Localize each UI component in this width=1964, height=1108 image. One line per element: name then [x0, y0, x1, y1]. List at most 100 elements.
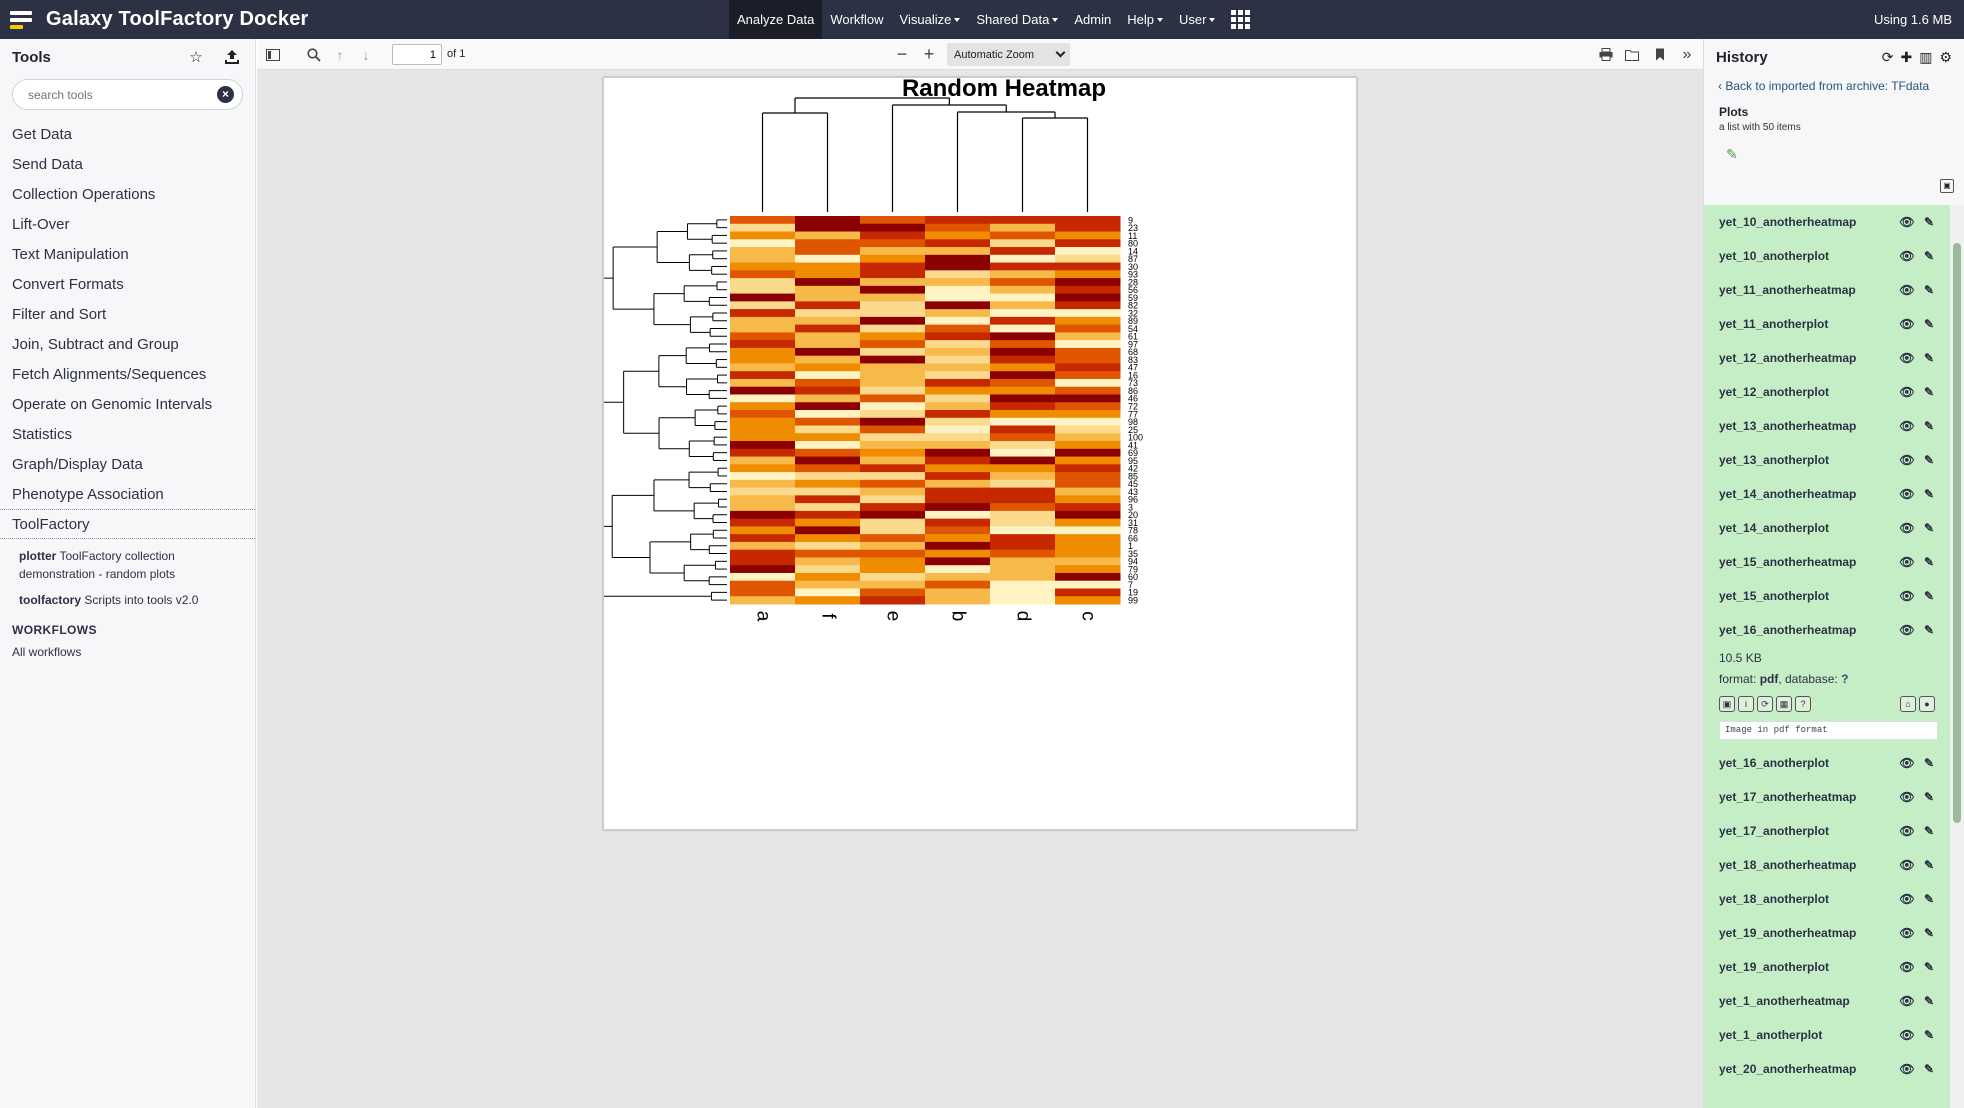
history-dataset-item[interactable]: yet_14_anotherheatmap 👁 ✎ — [1704, 477, 1950, 511]
previous-page-arrow-icon[interactable]: ↑ — [336, 46, 344, 63]
history-dataset-item[interactable]: yet_18_anotherheatmap 👁 ✎ — [1704, 848, 1950, 882]
section-send-data[interactable]: Send Data — [12, 155, 83, 173]
next-page-arrow-icon[interactable]: ↓ — [362, 46, 370, 63]
annotation-comment-icon[interactable]: ● — [1919, 696, 1935, 712]
edit-pencil-icon[interactable]: ✎ — [1923, 521, 1935, 535]
edit-pencil-icon[interactable]: ✎ — [1923, 1028, 1935, 1042]
history-dataset-item[interactable]: yet_19_anotherplot 👁 ✎ — [1704, 950, 1950, 984]
tool-search-input[interactable] — [28, 87, 217, 102]
history-dataset-item[interactable]: yet_17_anotherplot 👁 ✎ — [1704, 814, 1950, 848]
history-dataset-item[interactable]: yet_16_anotherplot 👁 ✎ — [1704, 746, 1950, 780]
history-dataset-item[interactable]: yet_1_anotherplot 👁 ✎ — [1704, 1018, 1950, 1052]
zoom-out-icon[interactable]: − — [896, 44, 908, 64]
history-dataset-item[interactable]: yet_19_anotherheatmap 👁 ✎ — [1704, 916, 1950, 950]
refresh-icon[interactable]: ⟳ — [1881, 48, 1894, 65]
edit-pencil-icon[interactable]: ✎ — [1923, 419, 1935, 433]
nav-help[interactable]: Help — [1119, 0, 1171, 39]
clear-search-icon[interactable]: × — [217, 86, 234, 103]
section-join-subtract-group[interactable]: Join, Subtract and Group — [12, 335, 179, 353]
section-text-manipulation[interactable]: Text Manipulation — [12, 245, 129, 263]
brand[interactable]: Galaxy ToolFactory Docker — [10, 0, 309, 39]
edit-pencil-icon[interactable]: ✎ — [1923, 960, 1935, 974]
view-eye-icon[interactable]: 👁 — [1899, 589, 1915, 603]
history-dataset-item[interactable]: yet_11_anotherheatmap 👁 ✎ — [1704, 273, 1950, 307]
section-toolfactory[interactable]: ToolFactory — [0, 509, 255, 539]
find-search-icon[interactable] — [302, 39, 326, 70]
history-scrollbar[interactable] — [1950, 205, 1964, 1108]
sidebar-toggle-icon[interactable] — [261, 39, 285, 70]
edit-pencil-icon[interactable]: ✎ — [1923, 926, 1935, 940]
edit-tags-icon[interactable]: ✎ — [1726, 146, 1738, 162]
edit-pencil-icon[interactable]: ✎ — [1923, 892, 1935, 906]
edit-pencil-icon[interactable]: ✎ — [1923, 351, 1935, 365]
page-number-input[interactable] — [392, 44, 442, 65]
section-get-data[interactable]: Get Data — [12, 125, 73, 143]
view-eye-icon[interactable]: 👁 — [1899, 1062, 1915, 1076]
view-eye-icon[interactable]: 👁 — [1899, 317, 1915, 331]
edit-pencil-icon[interactable]: ✎ — [1923, 824, 1935, 838]
section-statistics[interactable]: Statistics — [12, 425, 73, 443]
edit-pencil-icon[interactable]: ✎ — [1923, 385, 1935, 399]
edit-pencil-icon[interactable]: ✎ — [1923, 756, 1935, 770]
history-dataset-item[interactable]: yet_17_anotherheatmap 👁 ✎ — [1704, 780, 1950, 814]
history-dataset-item[interactable]: yet_10_anotherplot 👁 ✎ — [1704, 239, 1950, 273]
edit-pencil-icon[interactable]: ✎ — [1923, 1062, 1935, 1076]
history-dataset-item[interactable]: yet_14_anotherplot 👁 ✎ — [1704, 511, 1950, 545]
favorites-star-icon[interactable]: ☆ — [189, 49, 203, 66]
section-fetch-alignments[interactable]: Fetch Alignments/Sequences — [12, 365, 207, 383]
print-icon[interactable] — [1594, 39, 1618, 70]
nav-admin[interactable]: Admin — [1074, 12, 1112, 27]
edit-pencil-icon[interactable]: ✎ — [1923, 249, 1935, 263]
nav-apps[interactable] — [1223, 0, 1259, 39]
tags-icon[interactable]: ⌂ — [1900, 696, 1916, 712]
history-dataset-item[interactable]: yet_16_anotherheatmap 👁 ✎ — [1704, 613, 1950, 647]
history-dataset-item[interactable]: yet_12_anotherplot 👁 ✎ — [1704, 375, 1950, 409]
info-icon[interactable]: i — [1738, 696, 1754, 712]
download-collection-icon[interactable]: ▣ — [1940, 179, 1954, 193]
view-eye-icon[interactable]: 👁 — [1899, 385, 1915, 399]
history-dataset-item[interactable]: yet_12_anotherheatmap 👁 ✎ — [1704, 341, 1950, 375]
section-collection-operations[interactable]: Collection Operations — [12, 185, 156, 203]
section-genomic-intervals[interactable]: Operate on Genomic Intervals — [12, 395, 213, 413]
edit-pencil-icon[interactable]: ✎ — [1923, 790, 1935, 804]
view-eye-icon[interactable]: 👁 — [1899, 283, 1915, 297]
view-eye-icon[interactable]: 👁 — [1899, 858, 1915, 872]
view-eye-icon[interactable]: 👁 — [1899, 994, 1915, 1008]
edit-pencil-icon[interactable]: ✎ — [1923, 555, 1935, 569]
edit-pencil-icon[interactable]: ✎ — [1923, 317, 1935, 331]
view-eye-icon[interactable]: 👁 — [1899, 419, 1915, 433]
history-dataset-item[interactable]: yet_20_anotherheatmap 👁 ✎ — [1704, 1052, 1950, 1086]
section-convert-formats[interactable]: Convert Formats — [12, 275, 124, 293]
history-dataset-item[interactable]: yet_10_anotherheatmap 👁 ✎ — [1704, 205, 1950, 239]
view-eye-icon[interactable]: 👁 — [1899, 249, 1915, 263]
rerun-icon[interactable]: ⟳ — [1757, 696, 1773, 712]
nav-workflow[interactable]: Workflow — [830, 12, 884, 27]
history-dataset-item[interactable]: yet_11_anotherplot 👁 ✎ — [1704, 307, 1950, 341]
view-eye-icon[interactable]: 👁 — [1899, 892, 1915, 906]
edit-pencil-icon[interactable]: ✎ — [1923, 487, 1935, 501]
view-eye-icon[interactable]: 👁 — [1899, 215, 1915, 229]
quota-meter[interactable]: Using 1.6 MB — [1873, 12, 1952, 27]
history-dataset-item[interactable]: yet_13_anotherheatmap 👁 ✎ — [1704, 409, 1950, 443]
visualize-chart-icon[interactable]: ▦ — [1776, 696, 1792, 712]
back-to-history-link[interactable]: ‹ Back to imported from archive: TFdata — [1718, 79, 1930, 93]
history-dataset-item[interactable]: yet_15_anotherplot 👁 ✎ — [1704, 579, 1950, 613]
multiview-columns-icon[interactable]: ▥ — [1919, 48, 1933, 65]
zoom-select[interactable]: Automatic Zoom — [947, 43, 1070, 66]
nav-shared-data[interactable]: Shared Data — [968, 0, 1066, 39]
view-eye-icon[interactable]: 👁 — [1899, 521, 1915, 535]
view-eye-icon[interactable]: 👁 — [1899, 756, 1915, 770]
zoom-in-icon[interactable]: + — [923, 44, 935, 64]
section-lift-over[interactable]: Lift-Over — [12, 215, 70, 233]
view-eye-icon[interactable]: 👁 — [1899, 487, 1915, 501]
view-eye-icon[interactable]: 👁 — [1899, 790, 1915, 804]
history-options-gear-icon[interactable]: ⚙ — [1939, 48, 1952, 65]
history-dataset-item[interactable]: yet_1_anotherheatmap 👁 ✎ — [1704, 984, 1950, 1018]
download-icon[interactable]: ▣ — [1719, 696, 1735, 712]
edit-pencil-icon[interactable]: ✎ — [1923, 623, 1935, 637]
upload-icon[interactable] — [221, 46, 243, 68]
edit-pencil-icon[interactable]: ✎ — [1923, 589, 1935, 603]
view-eye-icon[interactable]: 👁 — [1899, 926, 1915, 940]
view-eye-icon[interactable]: 👁 — [1899, 824, 1915, 838]
section-phenotype-association[interactable]: Phenotype Association — [12, 485, 164, 503]
